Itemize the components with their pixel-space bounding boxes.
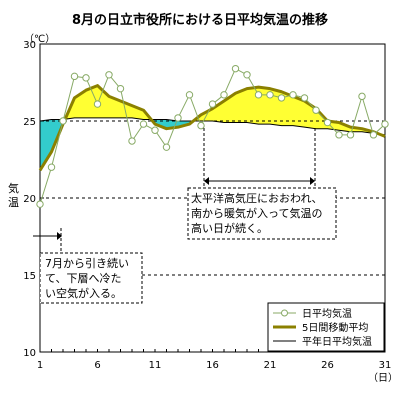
y-axis-label-char: 気 [8,181,19,195]
annotation-arrowhead-right [310,177,315,185]
daily-mean-point [335,131,343,139]
daily-mean-point [174,114,182,122]
annotation-line: 太平洋高気圧におおわれ、 [191,191,323,205]
daily-mean-point [47,163,56,171]
daily-mean-point [93,100,102,108]
chart-title: 8月の日立市役所における日平均気温の推移 [72,12,328,28]
daily-mean-point [346,131,355,139]
daily-mean-point [254,91,263,99]
y-tick-label: 25 [23,117,36,128]
daily-mean-point [197,121,205,130]
daily-mean-point [323,118,332,127]
daily-mean-point [231,64,240,73]
x-tick-label: 6 [94,360,100,371]
annotation-line: て、下層へ冷た [45,272,121,285]
annotation-box [39,252,143,304]
daily-mean-point [243,71,251,79]
y-tick-label: 20 [23,194,36,205]
normal-line [39,117,386,136]
daily-mean-point [185,91,194,99]
x-unit-label: （日） [368,372,398,384]
daily-mean-point [59,117,67,125]
daily-mean-point [70,72,79,81]
x-tick-label: 26 [321,360,334,371]
daily-mean-point [381,120,389,128]
daily-mean-point [162,143,171,151]
daily-mean-point [277,94,286,102]
y-axis-ticks: 10 15 20 25 30 [23,40,44,359]
annotation-line: い空気が入る。 [45,286,122,300]
daily-mean-point [208,100,217,108]
legend-label-moving-average: 5日間移動平均 [302,321,368,334]
y-unit-label: （℃） [24,33,55,45]
y-axis-label: 気 温 [8,181,19,209]
y-tick-label: 30 [23,40,36,51]
annotation-arrowhead-left [204,177,209,185]
legend-label-daily: 日平均気温 [302,307,352,320]
annotation-box [187,187,337,240]
y-tick-label: 10 [23,348,36,359]
daily-mean-point [266,91,274,99]
daily-mean-point [369,131,378,139]
daily-mean-point [36,200,44,208]
daily-mean-point [82,74,90,82]
daily-mean-point [358,92,366,101]
legend: 日平均気温 5日間移動平均 平年日平均気温 [267,302,385,352]
annotation-line: 南から暖気が入って気温の [191,206,322,220]
daily-mean-point [220,91,228,99]
daily-mean-point [300,94,309,102]
series-layer [36,64,389,208]
daily-mean-point [105,71,113,79]
daily-mean-point [116,84,125,93]
x-tick-label: 21 [264,360,277,371]
legend-label-normal: 平年日平均気温 [302,335,372,348]
x-tick-label: 11 [149,360,162,371]
annotation-cold-air: 7月から引き続い て、下層へ冷た い空気が入る。 [33,228,143,304]
annotation-line: 7月から引き続い [45,256,129,270]
x-tick-label: 16 [206,360,219,371]
daily-mean-point [289,91,297,99]
y-axis-label-char: 温 [8,196,19,209]
warm-anomaly-fill [65,85,152,120]
legend-marker-daily [281,309,288,317]
fill-layer [40,85,385,171]
x-tick-label: 31 [379,360,392,371]
daily-mean-point [312,106,320,114]
y-tick-label: 15 [23,271,36,282]
annotation-warm-period: 太平洋高気圧におおわれ、 南から暖気が入って気温の 高い日が続く。 [187,128,337,240]
annotation-line: 高い日が続く。 [191,221,268,235]
daily-mean-point [128,137,136,145]
annotation-arrowhead [57,232,62,240]
daily-mean-point [139,120,148,128]
daily-mean-point [151,126,159,134]
x-tick-label: 1 [37,360,43,371]
